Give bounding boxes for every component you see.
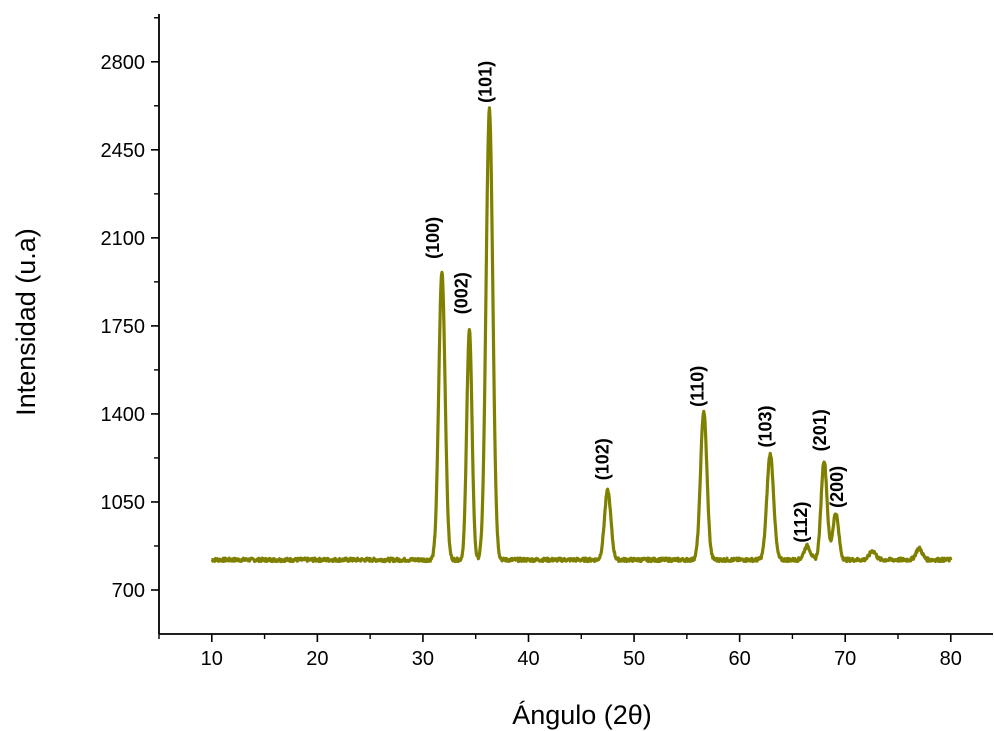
x-tick-label: 80 — [940, 648, 962, 670]
x-axis-title: Ángulo (2θ) — [512, 700, 652, 730]
peak-label: (110) — [688, 366, 708, 407]
x-tick-label: 40 — [517, 648, 539, 670]
peak-label: (100) — [423, 217, 443, 259]
x-tick-label: 50 — [623, 648, 645, 670]
y-tick-label: 1400 — [101, 404, 146, 426]
y-tick-label: 2100 — [101, 228, 146, 250]
y-axis-title: Intensidad (u.a) — [11, 228, 41, 416]
peak-label: (101) — [476, 61, 496, 103]
peak-label: (102) — [593, 438, 613, 480]
y-tick-label: 1750 — [101, 316, 146, 338]
y-ticks: 700 1050 1400 1750 2100 2450 2800 — [101, 17, 159, 602]
peak-label: (112) — [791, 502, 811, 543]
peak-annotations: (100) (002) (101) (102) (110) (103) (112) (201)… — [423, 61, 847, 543]
peak-label: (002) — [451, 272, 471, 314]
x-ticks: 10 20 30 40 50 60 70 80 — [158, 634, 962, 670]
plot-frame — [158, 14, 993, 635]
y-tick-label: 700 — [112, 580, 145, 602]
peak-label: (103) — [755, 405, 775, 447]
y-tick-label: 2450 — [101, 140, 146, 162]
x-tick-label: 10 — [201, 648, 223, 670]
peak-label: (200) — [827, 466, 847, 508]
series-line — [210, 106, 953, 564]
x-tick-label: 30 — [412, 648, 434, 670]
y-tick-label: 2800 — [101, 52, 146, 74]
x-tick-label: 20 — [306, 648, 328, 670]
x-tick-label: 60 — [729, 648, 751, 670]
x-tick-label: 70 — [834, 648, 856, 670]
y-tick-label: 1050 — [101, 492, 146, 514]
peak-label: (201) — [810, 409, 830, 451]
